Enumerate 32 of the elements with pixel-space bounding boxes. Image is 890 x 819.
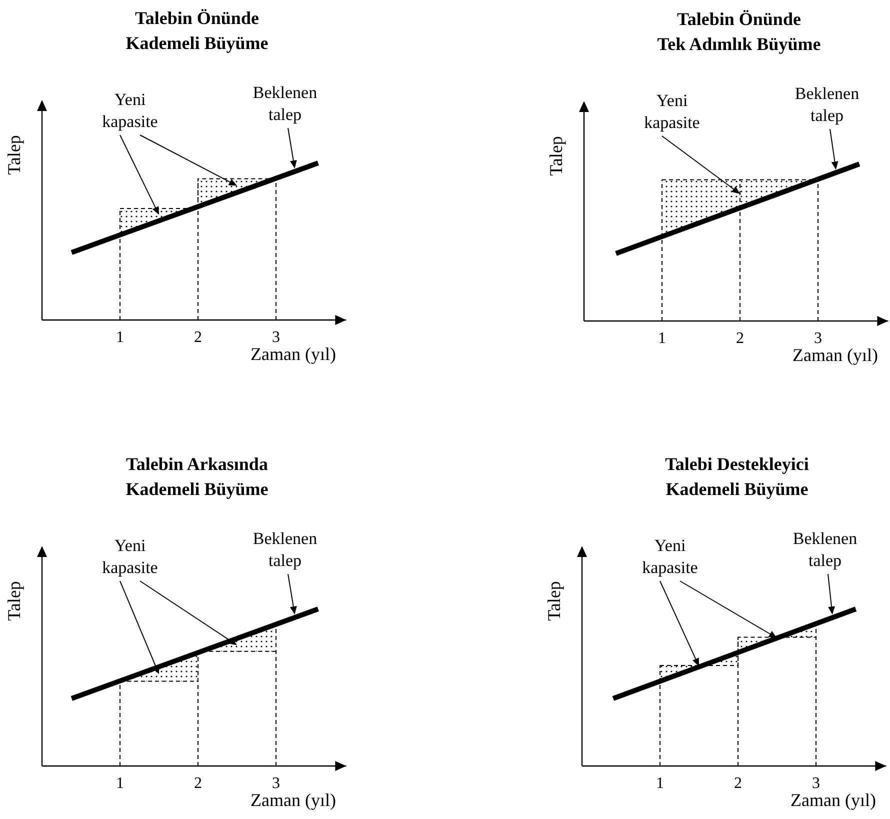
x-tick-label: 3 xyxy=(814,330,822,347)
x-tick-label: 3 xyxy=(272,775,280,792)
text: Yeni kapasite xyxy=(102,90,158,131)
x-tick-label: 1 xyxy=(116,329,124,346)
chart-title: Talebi Destekleyici Kademeli Büyüme xyxy=(665,454,809,499)
x-tick-label: 2 xyxy=(194,775,202,792)
chart-title: Talebin Arkasında Kademeli Büyüme xyxy=(126,454,268,499)
chart-title: Talebin Önünde Tek Adımlık Büyüme xyxy=(657,9,821,54)
x-axis-title: Zaman (yıl) xyxy=(250,790,336,810)
text: Beklenen talep xyxy=(792,529,858,570)
y-axis-title: Talep xyxy=(544,581,564,621)
y-axis-title: Talep xyxy=(4,135,24,175)
chart-title: Talebin Önünde Kademeli Büyüme xyxy=(126,8,268,53)
text: Beklenen talep xyxy=(252,529,318,570)
y-axis-title: Talep xyxy=(4,581,24,621)
x-tick-label: 2 xyxy=(736,330,744,347)
x-axis-title: Zaman (yıl) xyxy=(790,790,876,810)
x-tick-label: 1 xyxy=(656,775,664,792)
x-tick-label: 2 xyxy=(194,329,202,346)
text: Yeni kapasite xyxy=(642,536,698,577)
x-tick-label: 1 xyxy=(658,330,666,347)
x-axis-title: Zaman (yıl) xyxy=(250,344,336,364)
y-axis-title: Talep xyxy=(546,136,566,176)
x-tick-label: 2 xyxy=(734,775,742,792)
text: Yeni kapasite xyxy=(102,536,158,577)
text: Yeni kapasite xyxy=(644,91,700,132)
text: Beklenen talep xyxy=(252,83,318,124)
x-tick-label: 3 xyxy=(812,775,820,792)
text: Beklenen talep xyxy=(794,84,860,125)
x-tick-label: 3 xyxy=(272,329,280,346)
x-tick-label: 1 xyxy=(116,775,124,792)
x-axis-title: Zaman (yıl) xyxy=(792,345,878,365)
